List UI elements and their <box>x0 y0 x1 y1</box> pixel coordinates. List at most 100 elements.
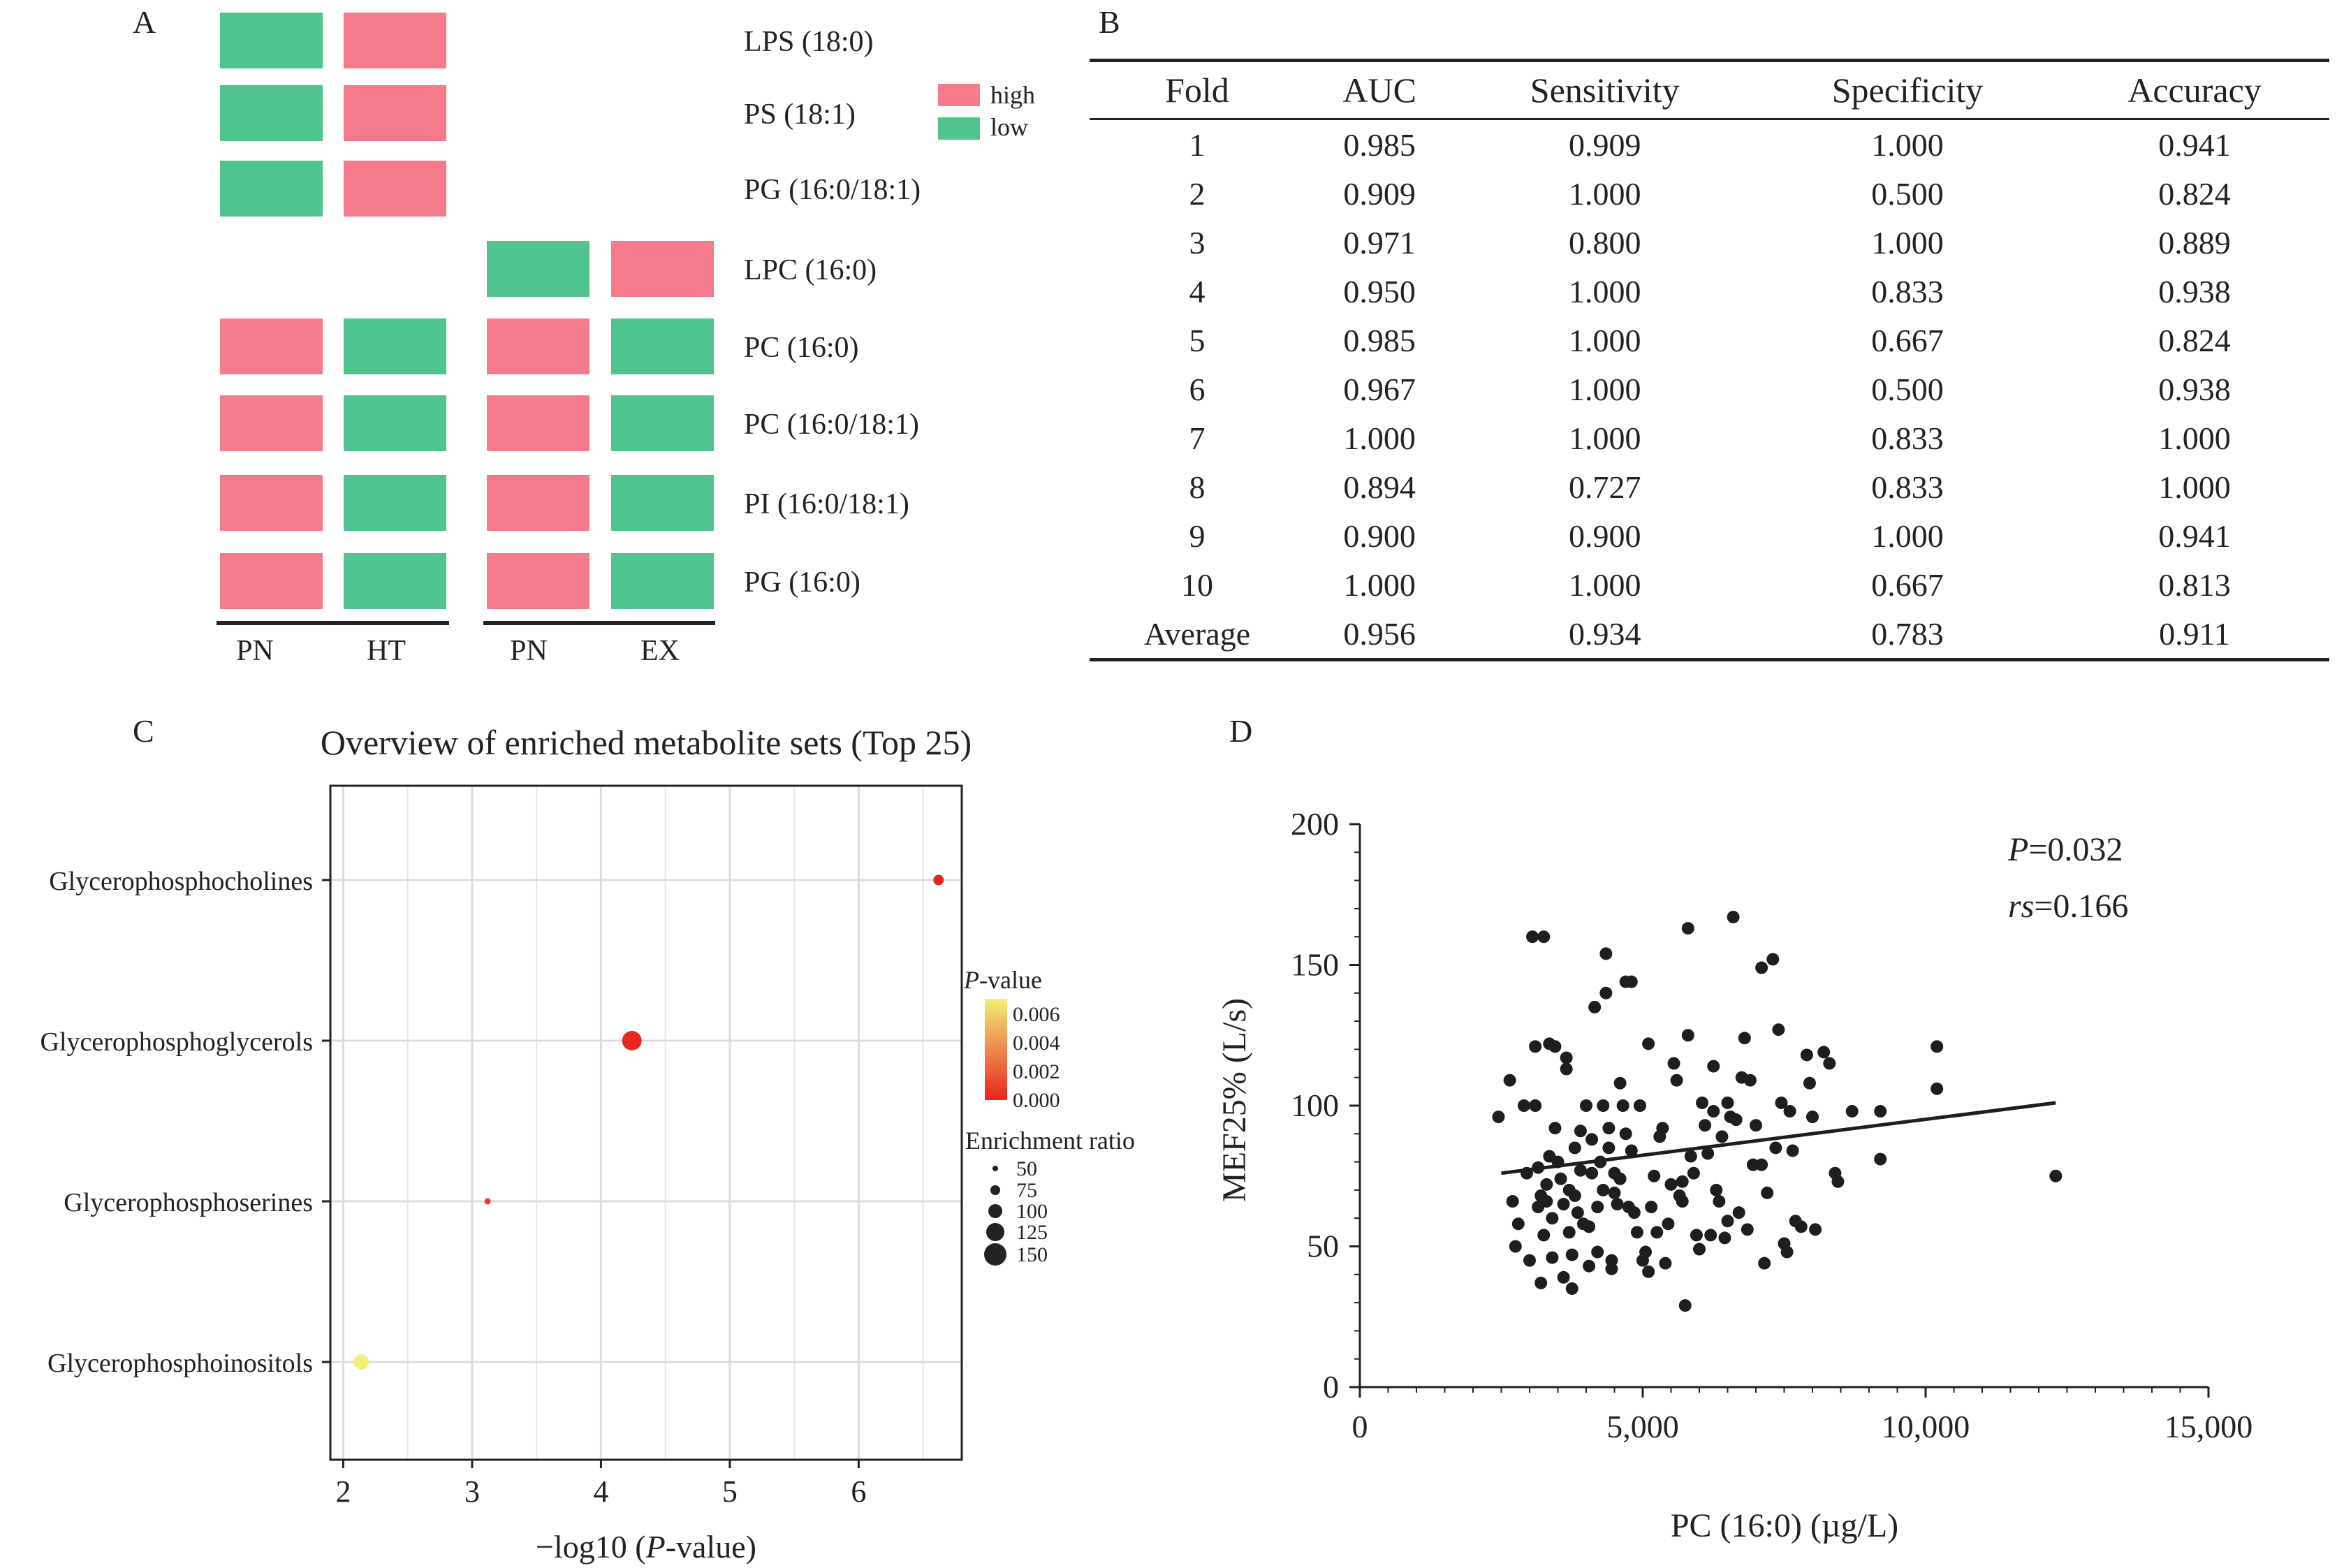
data-point <box>1529 1099 1542 1112</box>
data-point <box>1707 1105 1720 1118</box>
tile-pn-g2-pc-16-0-18-1 <box>487 395 589 451</box>
data-point <box>1627 1206 1641 1219</box>
cell-sensitivity: 0.909 <box>1568 126 1641 163</box>
pvalue-colorbar <box>985 999 1007 1100</box>
data-point <box>1645 1201 1658 1214</box>
bubble-glycerophosphoglycerols <box>622 1031 642 1050</box>
data-point <box>1823 1057 1836 1070</box>
x-tick-label: 5,000 <box>1606 1409 1679 1444</box>
data-point <box>1523 1254 1536 1267</box>
data-point <box>1721 1096 1734 1109</box>
data-point <box>1591 1245 1604 1259</box>
panel-d-label: D <box>1229 713 1253 749</box>
y-tick-label: 100 <box>1291 1087 1339 1123</box>
table-row: Average 0.956 0.934 0.783 0.911 <box>1090 609 2329 660</box>
y-tick-label: 150 <box>1291 947 1339 983</box>
data-point <box>1585 1133 1599 1146</box>
data-point <box>1721 1215 1734 1228</box>
panel-d: D 0 50 100 150 200 0 5,000 10,000 15,000 P=0.032 r… <box>1187 698 2337 1565</box>
cell-auc: 0.985 <box>1343 322 1416 358</box>
row-label: PG (16:0/18:1) <box>744 174 921 206</box>
cell-fold: 3 <box>1189 224 1206 261</box>
tile-pn-g1-pc-16-0 <box>220 318 323 374</box>
data-point <box>1517 1099 1530 1112</box>
legend-low-label: low <box>990 113 1028 141</box>
data-point <box>1874 1152 1887 1166</box>
table-row: 7 1.000 1.000 0.833 1.000 <box>1090 413 2329 462</box>
cell-specificity: 0.833 <box>1871 420 1944 456</box>
cell-specificity: 0.833 <box>1871 469 1944 505</box>
cell-fold: 4 <box>1189 273 1206 309</box>
size-legend-label: 75 <box>1016 1179 1037 1202</box>
data-point <box>1704 1229 1717 1242</box>
data-point <box>1602 1122 1616 1135</box>
size-legend-dot <box>986 1223 1004 1241</box>
data-point <box>1534 1276 1548 1289</box>
row-label: PC (16:0/18:1) <box>744 409 919 441</box>
data-point <box>1800 1048 1813 1062</box>
data-point <box>1503 1074 1516 1087</box>
data-point <box>1619 1127 1632 1141</box>
table-row: 3 0.971 0.800 1.000 0.889 <box>1090 218 2329 267</box>
data-point <box>1758 1256 1771 1270</box>
cell-fold: 2 <box>1189 175 1206 212</box>
data-point <box>1574 1164 1587 1177</box>
data-point <box>1667 1057 1680 1070</box>
cell-specificity: 0.833 <box>1871 273 1944 309</box>
data-point <box>1511 1217 1525 1231</box>
cell-sensitivity: 0.900 <box>1568 518 1641 554</box>
data-point <box>1540 1178 1553 1191</box>
data-point <box>1526 930 1539 944</box>
cell-auc: 0.956 <box>1343 615 1416 652</box>
data-point <box>1715 1130 1729 1143</box>
data-point <box>1492 1111 1505 1124</box>
legend-high-swatch <box>938 84 980 106</box>
cell-specificity: 1.000 <box>1871 224 1944 261</box>
chart-title: Overview of enriched metabolite sets (To… <box>321 723 972 762</box>
data-point <box>1568 1189 1581 1202</box>
cell-auc: 0.894 <box>1343 469 1416 505</box>
data-point <box>1639 1245 1653 1259</box>
size-legend-dot <box>984 1243 1006 1266</box>
panel-c-label: C <box>133 713 154 749</box>
data-point <box>1580 1099 1592 1112</box>
x-axis-title: −log10 (P-value) <box>536 1529 756 1565</box>
cell-fold: 6 <box>1189 371 1206 407</box>
data-point <box>1597 1183 1610 1196</box>
data-point <box>1529 1040 1542 1053</box>
tile-heatmap: LPS (18:0) PS (18:1) PG (16:0/18:1) LPC (16… <box>217 13 1035 667</box>
data-point <box>1630 1226 1643 1239</box>
tile-ht-g1-pg-16-0-18-1 <box>344 161 446 217</box>
data-point <box>1696 1096 1709 1109</box>
bubble-glycerophosphoinositols <box>353 1354 369 1370</box>
data-point <box>1537 930 1551 944</box>
data-point <box>1546 1212 1559 1225</box>
cell-sensitivity: 1.000 <box>1568 371 1641 407</box>
table-row: 6 0.967 1.000 0.500 0.938 <box>1090 365 2329 413</box>
cell-specificity: 0.500 <box>1871 371 1944 407</box>
x-tick-label: 5 <box>722 1474 738 1509</box>
y-tick-label: 200 <box>1291 806 1339 842</box>
row-label: PC (16:0) <box>744 332 859 364</box>
tile-pn-g2-pi-16-0-18-1 <box>487 475 589 531</box>
table-row: 10 1.000 1.000 0.667 0.813 <box>1090 560 2329 609</box>
x-tick-label: 10,000 <box>1882 1409 1970 1444</box>
x-tick-label: 0 <box>1352 1409 1368 1444</box>
size-legend-label: 125 <box>1016 1221 1048 1244</box>
data-point <box>1874 1105 1887 1118</box>
y-axis-title: MEF25% (L/s) <box>1216 998 1253 1202</box>
table-body: 1 0.985 0.909 1.000 0.941 2 0.909 1.000 0.500 0.8… <box>1090 119 2329 660</box>
data-point <box>1565 1282 1578 1295</box>
data-point <box>1599 947 1613 960</box>
tile-ht-g1-pi-16-0-18-1 <box>344 475 446 531</box>
cell-specificity: 0.667 <box>1871 322 1944 358</box>
x-tick-label: 3 <box>464 1474 480 1509</box>
x-tick-label: 15,000 <box>2164 1409 2253 1444</box>
y-tick-label: 50 <box>1307 1229 1339 1264</box>
cell-specificity: 0.500 <box>1871 175 1944 212</box>
cell-fold: 10 <box>1180 566 1213 603</box>
cell-accuracy: 0.941 <box>2158 126 2231 163</box>
data-point <box>1738 1032 1751 1045</box>
tile-pn-g2-pc-16-0 <box>487 318 589 374</box>
data-point <box>1931 1082 1944 1095</box>
